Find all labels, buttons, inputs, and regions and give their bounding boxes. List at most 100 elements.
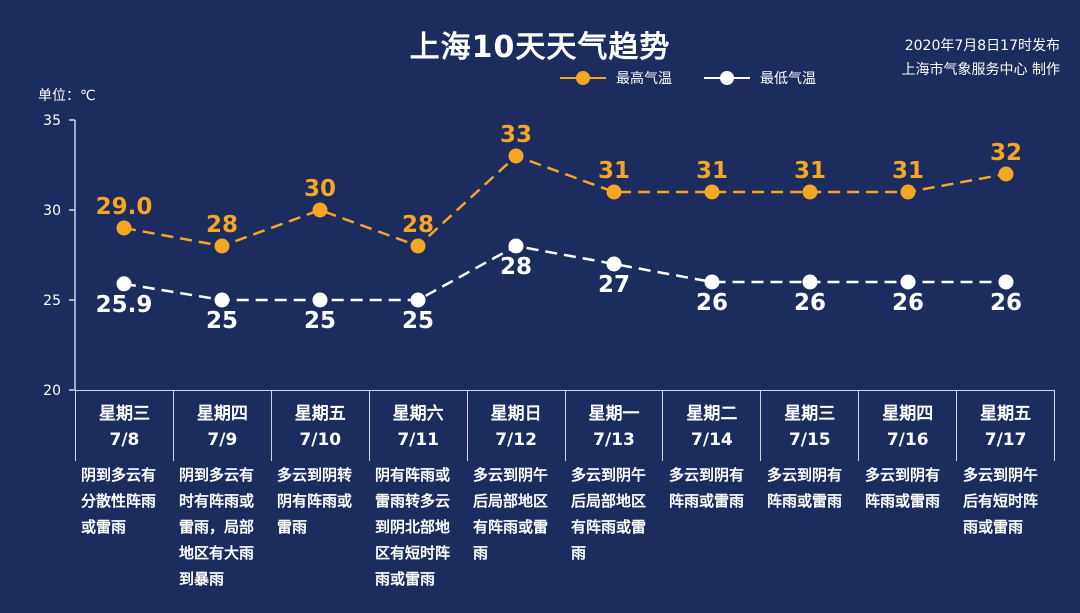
day-description: 多云到阴午后局部地区有阵雨或雷雨	[473, 466, 549, 562]
day-cell: 星期五 7/10	[272, 391, 370, 461]
y-tick-label: 25	[43, 293, 61, 309]
data-point-high	[116, 220, 132, 236]
publish-info: 2020年7月8日17时发布 上海市气象服务中心 制作	[902, 34, 1060, 82]
day-date: 7/10	[299, 430, 342, 450]
legend-high-marker	[560, 71, 606, 85]
day-weekday: 星期二	[686, 404, 738, 424]
day-cell: 星期一 7/13	[566, 391, 664, 461]
day-date: 7/11	[397, 430, 440, 450]
day-weekday: 星期一	[588, 404, 640, 424]
day-weekday: 星期五	[294, 404, 346, 424]
legend-high-label: 最高气温	[616, 71, 672, 87]
day-weekday: 星期三	[98, 404, 150, 424]
series-line-high	[123, 154, 1007, 248]
day-cell: 星期三 7/15	[761, 391, 860, 461]
data-label-low: 25	[402, 308, 434, 334]
data-point-low	[312, 292, 328, 308]
data-label-high: 28	[402, 212, 434, 238]
data-point-low	[410, 292, 426, 308]
day-date: 7/8	[109, 430, 140, 450]
data-label-high: 31	[794, 158, 826, 184]
day-weekday: 星期日	[490, 404, 542, 424]
day-cell: 星期四 7/16	[859, 391, 958, 461]
data-point-high	[508, 148, 524, 164]
data-point-low	[704, 274, 720, 290]
data-point-low	[900, 274, 916, 290]
day-cell: 星期五 7/17	[957, 391, 1056, 461]
day-cell: 星期六 7/11	[370, 391, 468, 461]
day-weekday: 星期四	[882, 404, 934, 424]
y-tick-label: 35	[43, 113, 61, 129]
data-label-low: 25.9	[96, 292, 153, 318]
day-description: 阴到多云有分散性阵雨或雷雨	[81, 466, 157, 536]
y-tick-label: 30	[43, 203, 61, 219]
data-label-high: 32	[990, 140, 1022, 166]
data-point-low	[606, 256, 622, 272]
data-label-low: 26	[892, 290, 924, 316]
day-description: 阴有阵雨或雷雨转多云到阴北部地区有短时阵雨或雷雨	[375, 466, 451, 588]
day-description: 多云到阴有阵雨或雷雨	[865, 466, 941, 510]
data-label-low: 28	[500, 254, 532, 280]
data-label-high: 33	[500, 122, 532, 148]
data-point-high	[998, 166, 1014, 182]
data-point-low	[116, 276, 132, 292]
data-point-high	[802, 184, 818, 200]
day-weekday: 星期六	[392, 404, 444, 424]
data-label-high: 31	[892, 158, 924, 184]
data-label-low: 27	[598, 272, 630, 298]
day-date: 7/9	[207, 430, 238, 450]
data-label-low: 26	[696, 290, 728, 316]
day-date: 7/13	[593, 430, 635, 450]
legend-item-high: 最高气温	[560, 68, 672, 88]
forecast-description-row: 阴到多云有分散性阵雨或雷雨 阴到多云有时有阵雨或雷雨，局部地区有大雨到暴雨 多云到阴…	[75, 462, 1055, 592]
data-point-high	[606, 184, 622, 200]
data-label-high: 30	[304, 176, 336, 202]
chart-title: 上海10天天气趋势	[409, 30, 671, 65]
day-date: 7/15	[788, 430, 831, 450]
legend-low-marker	[704, 71, 750, 85]
data-point-low	[802, 274, 818, 290]
data-point-low	[214, 292, 230, 308]
day-header-row: 星期三 7/8 星期四 7/9 星期五 7/10 星期六 7/11 星期日 7/12 星期一 7/13…	[75, 390, 1056, 461]
legend-item-low: 最低气温	[704, 68, 816, 88]
data-label-low: 26	[794, 290, 826, 316]
y-tick-label: 20	[43, 383, 61, 399]
data-label-low: 26	[990, 290, 1022, 316]
day-cell: 星期二 7/14	[663, 391, 762, 461]
day-date: 7/16	[886, 430, 929, 450]
day-date: 7/14	[691, 430, 733, 450]
data-label-low: 25	[304, 308, 336, 334]
data-point-low	[998, 274, 1014, 290]
series-line-low	[123, 244, 1006, 302]
data-label-high: 31	[696, 158, 728, 184]
data-label-high: 28	[206, 212, 238, 238]
day-weekday: 星期三	[784, 404, 836, 424]
publisher: 上海市气象服务中心 制作	[901, 62, 1060, 78]
data-label-high: 29.0	[96, 194, 153, 220]
data-label-high: 31	[598, 158, 630, 184]
day-date: 7/17	[984, 430, 1027, 450]
data-point-high	[900, 184, 916, 200]
publish-time: 2020年7月8日17时发布	[904, 38, 1060, 54]
data-point-low	[508, 238, 524, 254]
day-description: 多云到阴有阵雨或雷雨	[669, 466, 745, 510]
day-description: 多云到阴有阵雨或雷雨	[767, 466, 843, 510]
data-point-high	[704, 184, 720, 200]
legend-low-label: 最低气温	[760, 71, 816, 87]
data-point-high	[214, 238, 230, 254]
data-point-high	[312, 202, 328, 218]
data-point-high	[410, 238, 426, 254]
day-description: 阴到多云有时有阵雨或雷雨，局部地区有大雨到暴雨	[179, 466, 255, 588]
day-weekday: 星期四	[196, 404, 248, 424]
temperature-chart: 20 25 30 35 29.0 28 30 28 33 31 31 31 31 32 25.9 25 25 25…	[43, 113, 1022, 399]
day-cell: 星期日 7/12	[468, 391, 566, 461]
day-weekday: 星期五	[980, 404, 1032, 424]
data-label-low: 25	[206, 308, 238, 334]
day-cell: 星期四 7/9	[174, 391, 272, 461]
legend: 最高气温 最低气温	[560, 68, 816, 88]
y-axis-unit: 单位：℃	[38, 88, 96, 104]
day-description: 多云到阴午后局部地区有阵雨或雷雨	[571, 466, 647, 562]
day-cell: 星期三 7/8	[75, 391, 174, 461]
day-description: 多云到阴转阴有阵雨或雷雨	[277, 466, 353, 536]
day-date: 7/12	[495, 430, 537, 450]
